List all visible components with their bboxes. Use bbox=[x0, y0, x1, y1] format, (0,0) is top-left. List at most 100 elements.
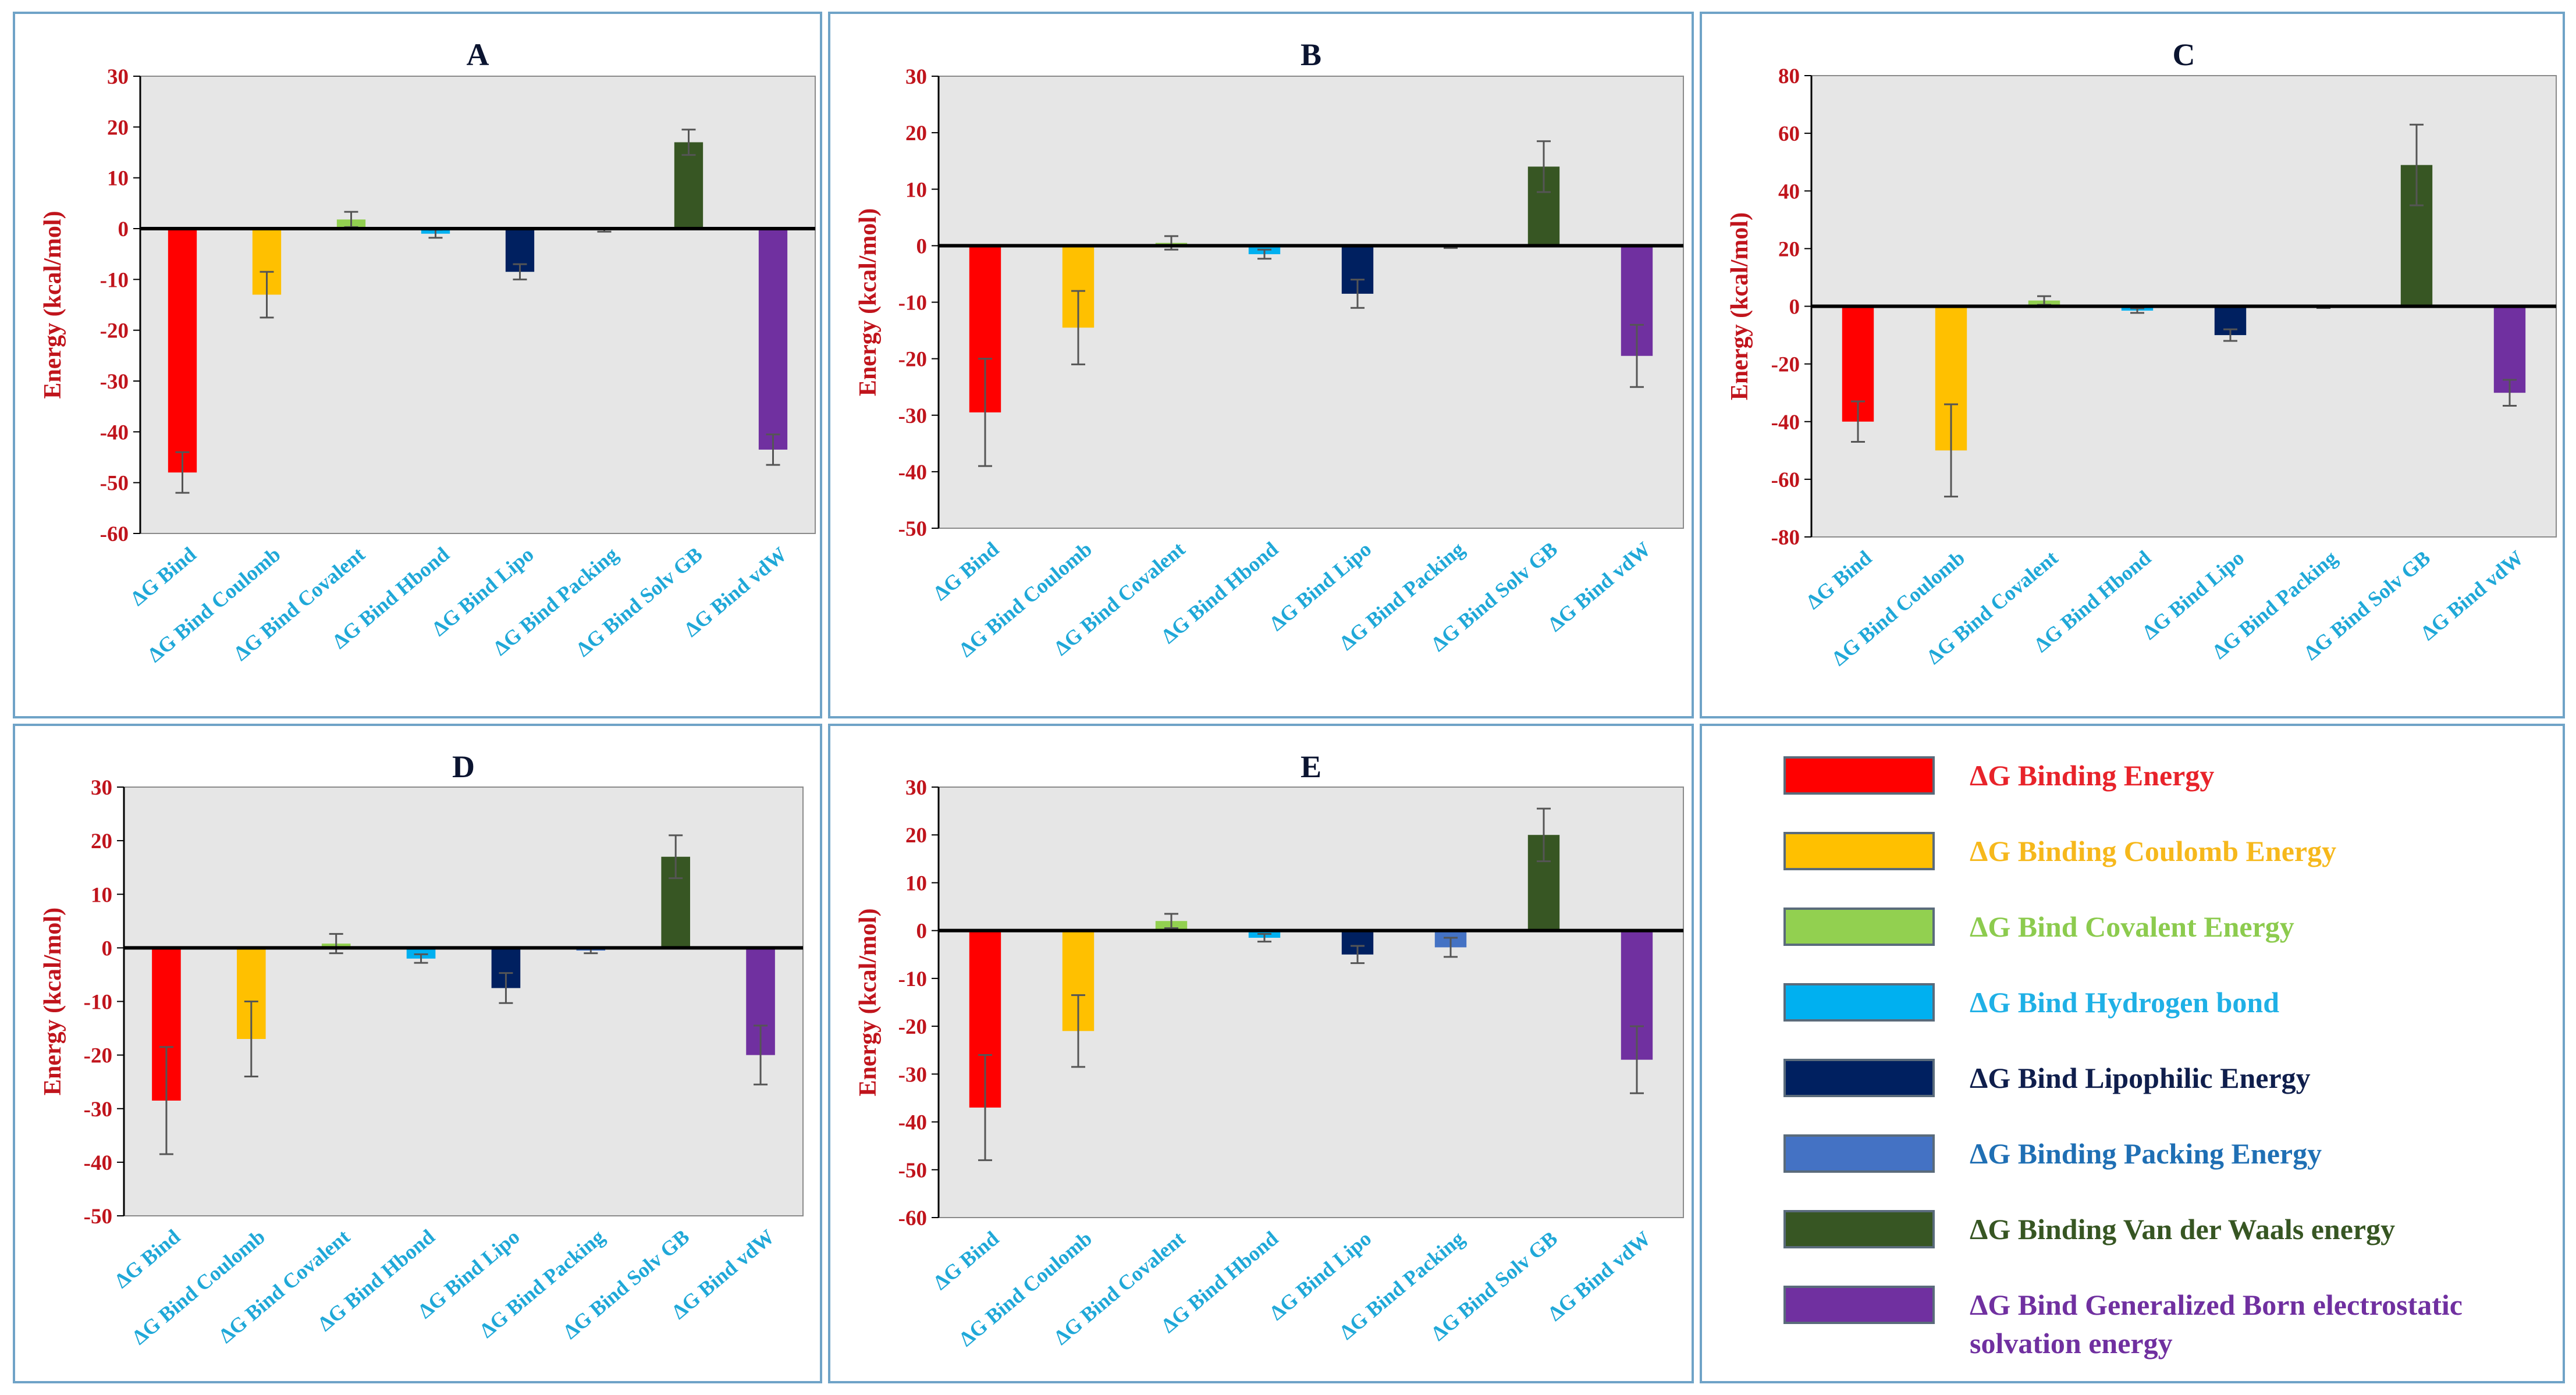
legend-label: ΔG Bind Hydrogen bond bbox=[1970, 986, 2280, 1019]
category-label: ΔG Bind vdW bbox=[1543, 1226, 1655, 1325]
bar bbox=[406, 948, 436, 959]
plot-area bbox=[938, 787, 1684, 1218]
y-tick-label: -20 bbox=[84, 1044, 112, 1068]
y-axis-label: Energy (kcal/mol) bbox=[40, 908, 66, 1095]
chart-title: E bbox=[1301, 749, 1321, 784]
category-label: ΔG Bind vdW bbox=[1543, 537, 1655, 636]
y-tick-label: 0 bbox=[118, 218, 129, 241]
y-tick-label: -50 bbox=[84, 1205, 112, 1229]
y-tick-label: -50 bbox=[100, 472, 129, 496]
y-tick-label: -60 bbox=[1771, 468, 1800, 492]
category-label: ΔG Bind vdW bbox=[2416, 546, 2528, 645]
legend-item: ΔG Bind Generalized Born electrostatic s… bbox=[1702, 1286, 2563, 1360]
category-label: ΔG Bind bbox=[126, 542, 201, 610]
bar bbox=[758, 229, 788, 450]
chart-title: D bbox=[452, 749, 475, 784]
y-tick-label: -20 bbox=[1771, 353, 1800, 377]
bar bbox=[168, 229, 197, 473]
legend-swatch bbox=[1783, 756, 1935, 795]
legend-item: ΔG Bind Hydrogen bond bbox=[1702, 983, 2563, 1053]
plot-area bbox=[140, 76, 816, 534]
y-tick-label: -40 bbox=[100, 421, 129, 444]
y-tick-label: -80 bbox=[1771, 526, 1800, 550]
legend-item: ΔG Binding Coulomb Energy bbox=[1702, 832, 2563, 902]
category-label: ΔG Bind bbox=[1802, 546, 1876, 614]
legend-item: ΔG Bind Lipophilic Energy bbox=[1702, 1059, 2563, 1129]
chart-panel-a: 30 20 10 0 -10 -20 -30 -40 -50 -60 A Energy (kcal/m… bbox=[13, 12, 822, 718]
legend-item: ΔG Binding Van der Waals energy bbox=[1702, 1210, 2563, 1280]
legend-label: ΔG Bind Covalent Energy bbox=[1970, 910, 2294, 943]
y-tick-label: -60 bbox=[898, 1207, 927, 1230]
y-axis-label: Energy (kcal/mol) bbox=[40, 211, 66, 398]
plot-area bbox=[938, 76, 1684, 529]
legend-swatch bbox=[1783, 832, 1935, 870]
y-tick-label: -50 bbox=[898, 1159, 927, 1183]
bar bbox=[2493, 306, 2526, 393]
y-tick-label: -40 bbox=[898, 1111, 927, 1135]
y-tick-label: 0 bbox=[916, 920, 928, 944]
chart-panel-c: 80 60 40 20 0 -20 -40 -60 -80 C Energy (kcal/mol) Δ… bbox=[1700, 12, 2565, 718]
y-tick-label: 10 bbox=[905, 871, 927, 895]
y-tick-label: 0 bbox=[1789, 296, 1800, 319]
y-tick-label: -30 bbox=[898, 1063, 927, 1087]
legend-swatch bbox=[1783, 1134, 1935, 1173]
y-tick-label: -10 bbox=[898, 291, 927, 315]
y-axis-label: Energy (kcal/mol) bbox=[855, 208, 882, 396]
y-tick-label: 10 bbox=[905, 178, 927, 202]
category-label: ΔG Bind bbox=[929, 537, 1003, 605]
y-tick-label: 40 bbox=[1778, 180, 1800, 204]
legend-item: ΔG Binding Packing Energy bbox=[1702, 1134, 2563, 1204]
y-tick-label: 30 bbox=[107, 65, 129, 89]
y-tick-label: 60 bbox=[1778, 122, 1800, 146]
category-label: ΔG Bind bbox=[929, 1226, 1003, 1294]
legend-label: ΔG Binding Van der Waals energy bbox=[1970, 1213, 2396, 1245]
y-tick-label: 20 bbox=[107, 116, 129, 140]
y-tick-label: -30 bbox=[84, 1098, 112, 1122]
category-label: ΔG Bind bbox=[110, 1225, 184, 1293]
legend-label: ΔG Binding Packing Energy bbox=[1970, 1137, 2322, 1170]
chart-title: A bbox=[467, 37, 489, 72]
y-tick-label: 0 bbox=[916, 234, 928, 258]
y-tick-label: -10 bbox=[84, 991, 112, 1015]
chart-svg: 30 20 10 0 -10 -20 -30 -40 -50 -60 E Energy (kcal/m… bbox=[855, 749, 1684, 1351]
bar bbox=[674, 142, 703, 229]
chart-panel-b: 30 20 10 0 -10 -20 -30 -40 -50 B Energy (kcal/mol)… bbox=[828, 12, 1694, 718]
y-tick-label: 80 bbox=[1778, 65, 1800, 88]
legend-label: ΔG Binding Coulomb Energy bbox=[1970, 835, 2337, 867]
chart-panel-d: 30 20 10 0 -10 -20 -30 -40 -50 D Energy (kcal/mol)… bbox=[13, 724, 822, 1383]
y-tick-label: 30 bbox=[905, 65, 927, 89]
legend-label: ΔG Bind Lipophilic Energy bbox=[1970, 1062, 2311, 1094]
legend-swatch bbox=[1783, 1210, 1935, 1248]
y-tick-label: -20 bbox=[898, 1015, 927, 1039]
y-tick-label: 20 bbox=[1778, 237, 1800, 261]
y-axis-label: Energy (kcal/mol) bbox=[1726, 212, 1753, 400]
chart-title: B bbox=[1301, 37, 1321, 72]
y-tick-label: 30 bbox=[91, 776, 112, 800]
plot-area bbox=[123, 787, 804, 1216]
y-tick-label: 20 bbox=[905, 824, 927, 848]
y-tick-label: -60 bbox=[100, 522, 129, 546]
y-tick-label: -20 bbox=[898, 348, 927, 372]
y-tick-label: 20 bbox=[91, 830, 112, 853]
legend-item: ΔG Bind Covalent Energy bbox=[1702, 908, 2563, 977]
legend-swatch bbox=[1783, 1059, 1935, 1097]
legend-swatch bbox=[1783, 908, 1935, 946]
chart-svg: 30 20 10 0 -10 -20 -30 -40 -50 D Energy (kcal/mol)… bbox=[40, 749, 804, 1349]
y-tick-label: 10 bbox=[91, 883, 112, 907]
y-tick-label: -50 bbox=[898, 517, 927, 541]
legend-swatch bbox=[1783, 1286, 1935, 1324]
legend-label: ΔG Binding Energy bbox=[1970, 759, 2215, 792]
y-tick-label: 0 bbox=[102, 937, 113, 960]
y-tick-label: 10 bbox=[107, 167, 129, 191]
legend-swatch bbox=[1783, 983, 1935, 1022]
y-tick-label: 20 bbox=[905, 122, 927, 145]
legend-label: ΔG Bind Generalized Born electrostatic s… bbox=[1970, 1289, 2463, 1360]
y-tick-label: -40 bbox=[1771, 411, 1800, 435]
y-tick-label: -30 bbox=[100, 370, 129, 394]
chart-svg: 30 20 10 0 -10 -20 -30 -40 -50 B Energy (kcal/mol)… bbox=[855, 37, 1684, 661]
y-tick-label: -10 bbox=[100, 268, 129, 292]
y-tick-label: -20 bbox=[100, 319, 129, 343]
y-tick-label: -40 bbox=[898, 461, 927, 485]
legend-item: ΔG Binding Energy bbox=[1702, 756, 2563, 826]
y-tick-label: -40 bbox=[84, 1151, 112, 1175]
